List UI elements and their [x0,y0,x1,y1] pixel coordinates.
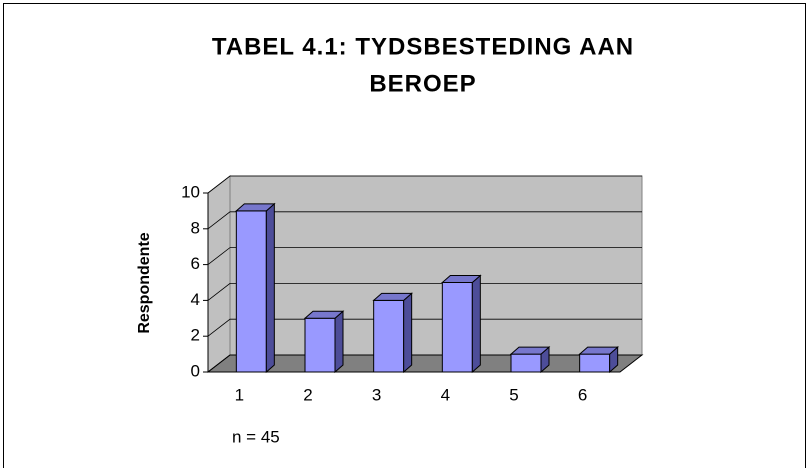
y-tick-label: 10 [181,182,200,201]
bar [441,274,482,374]
x-tick-label: 3 [372,385,381,404]
bar [509,345,551,374]
bar [235,202,276,374]
x-tick-label: 5 [509,385,518,404]
bar [303,310,345,374]
side-wall [207,174,231,374]
x-tick-label: 1 [235,385,244,404]
y-tick-label: 8 [191,218,200,237]
grid-line [207,282,642,301]
bar-side [334,310,344,374]
bar-top [372,292,413,301]
bar-side [471,274,481,374]
y-axis-label: Respondente [136,232,153,333]
bar-front [235,210,267,373]
x-tick-label: 2 [303,385,312,404]
chart-title: BEROEP [369,70,476,97]
grid-line [207,318,642,337]
bar-top [509,346,551,355]
bar-front [304,317,336,373]
bar-front [510,353,542,373]
chart-title: TABEL 4.1: TYDSBESTEDING AAN [212,33,634,60]
bar-top [235,203,276,212]
y-tick-label: 6 [191,254,200,273]
bar-top [441,275,482,283]
back-wall [229,175,643,356]
bar-top [578,346,619,355]
grid-line [207,247,642,265]
y-tick-label: 4 [191,290,200,309]
bar [372,292,413,374]
bar [578,345,619,374]
bar-side [403,292,413,374]
bar-front [373,299,405,373]
annotation: n = 45 [232,427,280,446]
x-tick-label: 4 [441,385,450,404]
bar-side [265,202,275,374]
y-tick-label: 2 [191,326,200,345]
grid-line [207,175,642,194]
y-tick-label: 0 [191,361,200,380]
grid-line [207,211,642,230]
x-tick-label: 6 [578,385,587,404]
bar-top [303,310,345,319]
bar-front [579,353,611,373]
grid-line [207,354,642,373]
bar-front [441,282,473,373]
